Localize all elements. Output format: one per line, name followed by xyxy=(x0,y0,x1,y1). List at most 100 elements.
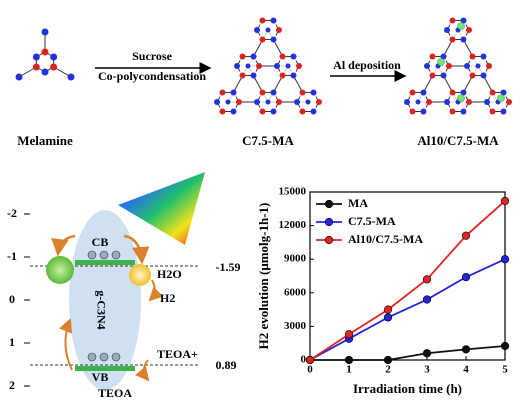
atom xyxy=(484,99,490,105)
atom xyxy=(409,108,416,115)
atom xyxy=(449,89,456,96)
axis-tick-label: 0 xyxy=(9,292,15,306)
atom xyxy=(250,53,257,60)
atom xyxy=(256,63,262,69)
series-line xyxy=(310,345,506,361)
atom xyxy=(294,99,300,105)
series-line xyxy=(309,200,506,361)
atom xyxy=(310,108,317,115)
x-tick-label: 0 xyxy=(307,364,313,376)
atom xyxy=(50,53,58,61)
atom xyxy=(274,63,280,69)
legend-marker xyxy=(324,217,334,227)
x-tick-label: 2 xyxy=(385,364,391,376)
legend-marker xyxy=(324,199,334,209)
point xyxy=(344,330,354,339)
atom xyxy=(464,63,470,69)
x-tick-label: 5 xyxy=(502,364,508,376)
point xyxy=(500,341,510,351)
y-tick-label: 15000 xyxy=(279,186,307,198)
atom xyxy=(285,63,291,69)
al-particle xyxy=(437,58,445,66)
y-tick-label: 6000 xyxy=(284,286,307,298)
x-axis-label: Irradiation time (h) xyxy=(353,381,462,396)
atom xyxy=(446,63,452,69)
atom xyxy=(506,99,512,105)
x-tick-label: 1 xyxy=(346,364,352,376)
atom xyxy=(460,17,467,24)
atom xyxy=(290,72,297,79)
atom xyxy=(415,99,421,105)
atom xyxy=(460,89,467,96)
label: Co-polycondensation xyxy=(98,69,206,83)
series-line xyxy=(309,258,506,361)
atom xyxy=(299,108,306,115)
atom xyxy=(250,72,257,79)
synthesis-scheme: Melamine Sucrose Co-polycondensation C7.… xyxy=(15,17,512,148)
point xyxy=(461,273,471,282)
axis-tick-label: 2 xyxy=(9,378,15,392)
atom xyxy=(15,73,23,81)
atom xyxy=(469,53,476,60)
label: Al10/C7.5-MA xyxy=(417,133,499,148)
atom xyxy=(305,99,311,105)
vb-bar xyxy=(75,366,135,371)
atom xyxy=(440,72,447,79)
legend-marker xyxy=(324,235,334,245)
atom xyxy=(67,73,75,81)
atom xyxy=(420,108,427,115)
point xyxy=(305,355,315,365)
semiconductor xyxy=(69,210,141,390)
atom xyxy=(219,89,226,96)
atom xyxy=(475,63,481,69)
atom xyxy=(259,17,266,24)
label: H2O xyxy=(157,267,182,281)
y-tick-label: 0 xyxy=(301,354,307,366)
x-tick-label: 4 xyxy=(463,364,469,376)
atom xyxy=(489,89,496,96)
label: CB xyxy=(92,235,109,249)
atom xyxy=(265,99,271,105)
atom xyxy=(236,99,242,105)
atom xyxy=(449,108,456,115)
y-tick-label: 9000 xyxy=(284,253,307,265)
atom xyxy=(460,108,467,115)
atom xyxy=(279,53,286,60)
band-diagram: CB VB g-C3N4 -1.59 0.89 H2O H2 TEOA+ TEO… xyxy=(7,172,241,400)
atom xyxy=(254,99,260,105)
x-tick-label: 3 xyxy=(424,364,430,376)
atom xyxy=(426,99,432,105)
arrow xyxy=(135,359,150,382)
atom xyxy=(270,108,277,115)
atom xyxy=(259,108,266,115)
atom xyxy=(234,63,240,69)
atom xyxy=(230,108,237,115)
atom xyxy=(32,63,40,71)
atom xyxy=(259,36,266,43)
label: H2 xyxy=(160,291,175,305)
atom xyxy=(270,17,277,24)
atom xyxy=(460,36,467,43)
atom xyxy=(299,89,306,96)
atom xyxy=(41,68,49,76)
atom xyxy=(270,89,277,96)
y-tick-label: 3000 xyxy=(284,320,307,332)
atom xyxy=(296,63,302,69)
arrow xyxy=(148,279,164,302)
point xyxy=(422,295,432,304)
label: -1.59 xyxy=(216,260,241,274)
axis-tick-label: -1 xyxy=(7,249,17,263)
atom xyxy=(230,89,237,96)
atom xyxy=(276,99,282,105)
legend-label: MA xyxy=(348,196,368,210)
point xyxy=(500,255,510,264)
al-particle xyxy=(497,94,505,102)
legend-label: Al10/C7.5-MA xyxy=(348,232,423,246)
label: Sucrose xyxy=(132,49,172,63)
atom xyxy=(41,48,49,56)
label: Melamine xyxy=(17,133,73,148)
particle xyxy=(46,256,74,284)
atom xyxy=(259,89,266,96)
atom xyxy=(225,99,231,105)
